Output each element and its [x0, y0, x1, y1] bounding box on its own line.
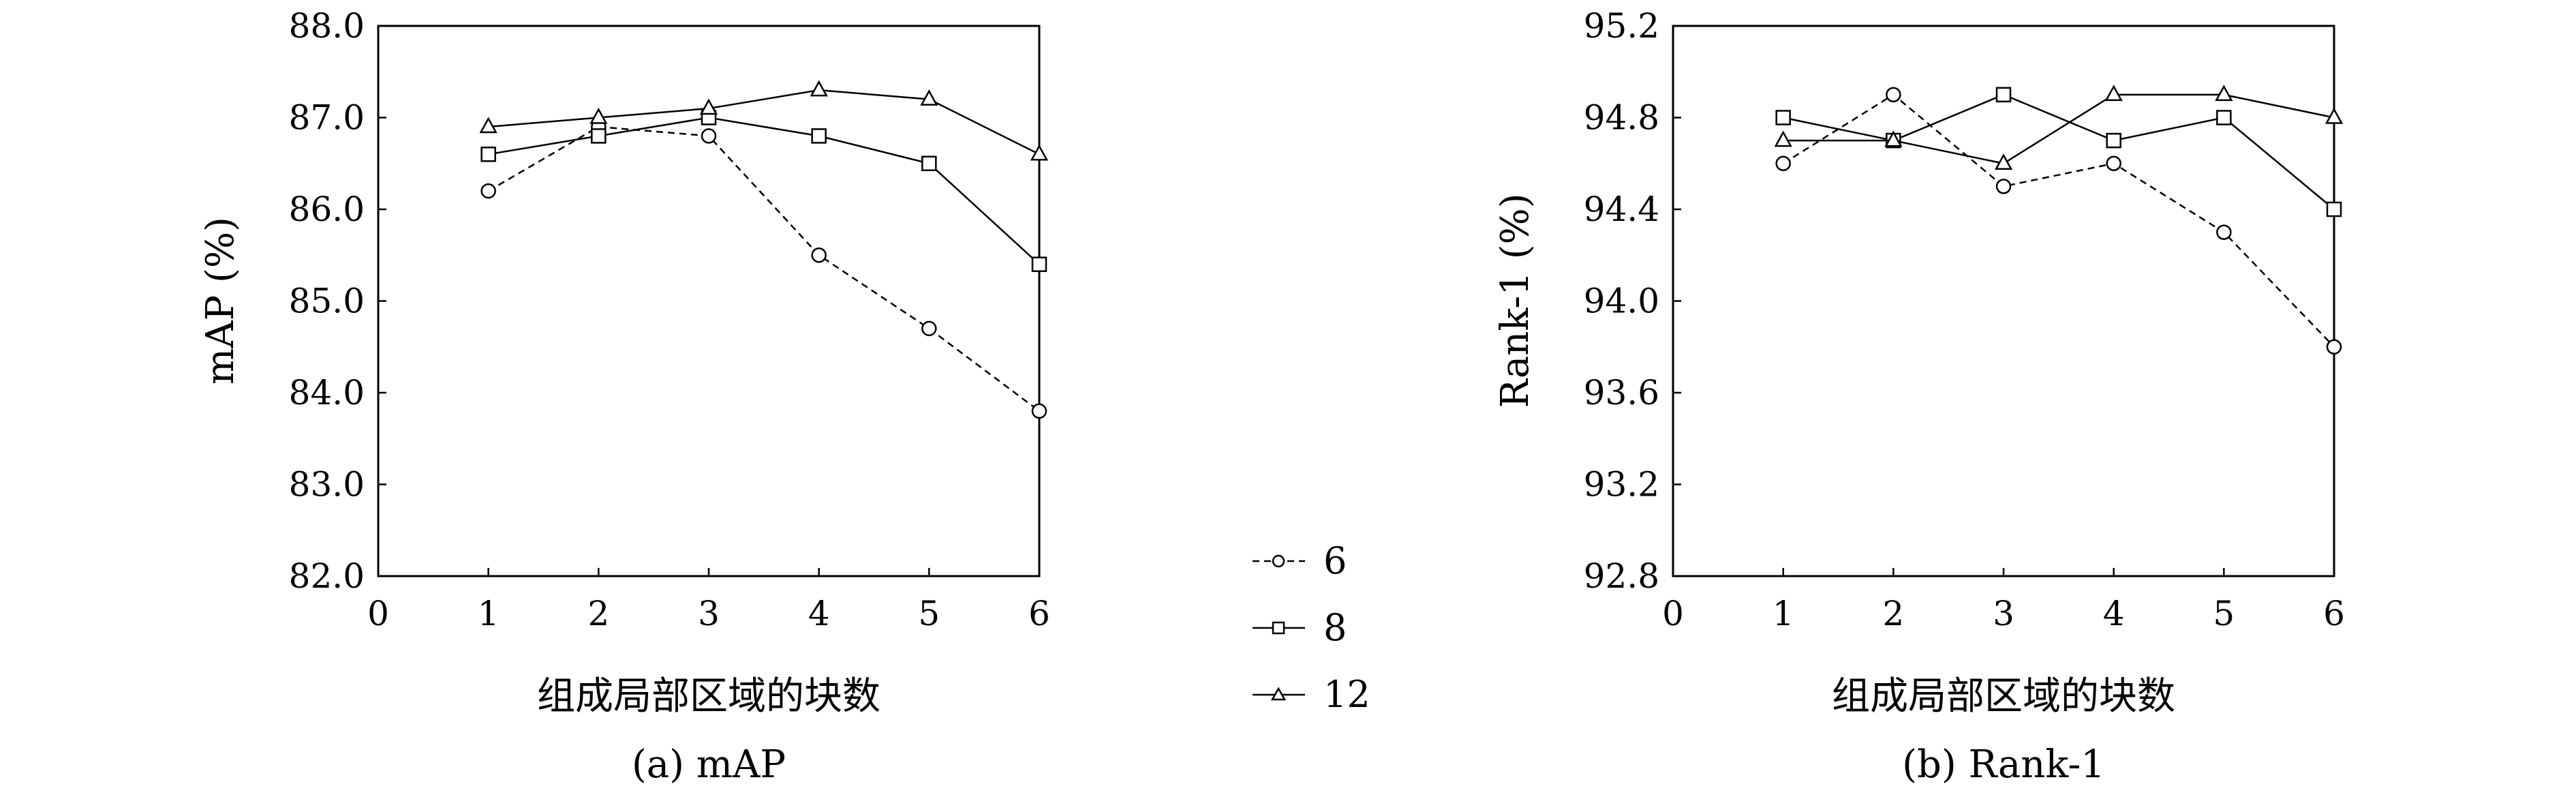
series-line-6 [488, 125, 1040, 412]
series-group [1774, 85, 2344, 355]
axis-ticks: 0 1 2 3 4 5 6 92.8 93.2 93.6 94.0 94.4 94.8 95.2 [1584, 6, 2345, 633]
data-point-square [811, 128, 827, 144]
data-point-circle [1886, 87, 1901, 103]
panel-caption: (b) Rank-1 [1902, 742, 2105, 787]
legend-label: 12 [1323, 673, 1370, 716]
data-point-circle [1775, 155, 1791, 171]
legend-entry: 6 [1253, 539, 1347, 582]
series-line-8 [1783, 93, 2335, 210]
x-tick-label: 0 [1662, 594, 1684, 633]
data-point-circle [2216, 224, 2232, 240]
legend-marker-square [1272, 621, 1285, 635]
data-point-circle [1031, 403, 1047, 419]
series-line-12 [488, 89, 1040, 155]
data-point-circle [2326, 339, 2342, 355]
x-tick-label: 1 [1773, 594, 1794, 633]
data-point-square [2106, 132, 2121, 149]
data-point-square [1031, 256, 1047, 272]
axis-ticks: 0 1 2 3 4 5 6 82.0 83.0 84.0 85.0 86.0 87.0 88.0 [289, 6, 1050, 633]
series-line-6 [1783, 93, 2335, 348]
legend-label: 8 [1323, 606, 1347, 649]
x-tick-label: 0 [367, 594, 389, 633]
series-line-12 [1783, 93, 2335, 165]
data-point-circle [811, 247, 827, 263]
y-tick-label: 94.4 [1584, 190, 1659, 229]
y-axis-title: Rank-1 (%) [1493, 193, 1537, 408]
data-point-triangle [810, 80, 828, 97]
x-tick-label: 5 [2213, 594, 2235, 633]
data-point-square [1995, 87, 2012, 103]
data-point-triangle [1994, 153, 2013, 170]
y-tick-label: 85.0 [289, 282, 365, 321]
y-tick-label: 82.0 [289, 556, 365, 596]
x-tick-label: 3 [1993, 594, 2014, 633]
y-tick-label: 86.0 [289, 190, 365, 229]
data-point-triangle [920, 89, 938, 106]
y-tick-label: 92.8 [1584, 556, 1659, 596]
x-axis-title: 组成局部区域的块数 [1832, 674, 2175, 719]
legend-entry: 8 [1253, 606, 1347, 649]
y-tick-label: 94.0 [1584, 282, 1659, 321]
data-point-circle [921, 320, 937, 337]
chart-panel-map: 0 1 2 3 4 5 6 82.0 83.0 84.0 85.0 86.0 87.0 88.0 mAP … [198, 6, 1050, 787]
chart-panel-rank1: 0 1 2 3 4 5 6 92.8 93.2 93.6 94.0 94.4 94.8 95.2 Rank… [1493, 6, 2345, 787]
legend-marker-circle [1272, 554, 1285, 568]
series-group [479, 80, 1049, 419]
y-tick-label: 94.8 [1584, 98, 1659, 138]
y-tick-label: 83.0 [289, 465, 365, 505]
data-point-triangle [1884, 130, 1903, 147]
y-tick-label: 93.2 [1584, 465, 1659, 505]
y-tick-label: 95.2 [1584, 6, 1659, 46]
y-tick-label: 88.0 [289, 6, 365, 46]
data-point-square [2326, 201, 2342, 217]
legend: 6 8 12 [1253, 539, 1370, 716]
data-point-circle [2106, 155, 2121, 171]
x-tick-label: 4 [2103, 594, 2125, 633]
data-point-triangle [1030, 144, 1049, 161]
x-tick-label: 1 [478, 594, 500, 633]
legend-marker-triangle [1270, 687, 1287, 701]
data-point-triangle [589, 107, 608, 124]
series-line-8 [488, 117, 1040, 265]
data-point-triangle [2215, 85, 2233, 102]
y-tick-label: 84.0 [289, 373, 365, 412]
panel-caption: (a) mAP [632, 742, 786, 787]
data-point-triangle [699, 98, 718, 115]
legend-entry: 12 [1253, 673, 1370, 716]
data-point-square [921, 155, 937, 171]
x-axis-title: 组成局部区域的块数 [537, 674, 880, 719]
x-tick-label: 5 [918, 594, 940, 633]
plot-frame [1672, 25, 2335, 577]
y-tick-label: 87.0 [289, 98, 365, 138]
x-tick-label: 2 [587, 594, 609, 633]
data-point-triangle [1774, 130, 1792, 147]
data-point-circle [480, 183, 496, 199]
y-axis-title: mAP (%) [198, 217, 243, 385]
x-tick-label: 6 [1028, 594, 1050, 633]
legend-label: 6 [1323, 539, 1347, 582]
data-point-square [1775, 110, 1791, 125]
y-tick-label: 93.6 [1584, 373, 1659, 412]
data-point-square [480, 147, 496, 162]
data-point-triangle [2325, 107, 2344, 124]
data-point-square [591, 128, 607, 144]
data-point-square [2216, 110, 2232, 125]
data-point-triangle [479, 117, 497, 134]
x-tick-label: 3 [698, 594, 720, 633]
x-tick-label: 4 [808, 594, 830, 633]
data-point-circle [1995, 179, 2012, 194]
data-point-triangle [2104, 85, 2123, 102]
x-tick-label: 2 [1882, 594, 1904, 633]
data-point-circle [701, 128, 717, 144]
x-tick-label: 6 [2323, 594, 2345, 633]
